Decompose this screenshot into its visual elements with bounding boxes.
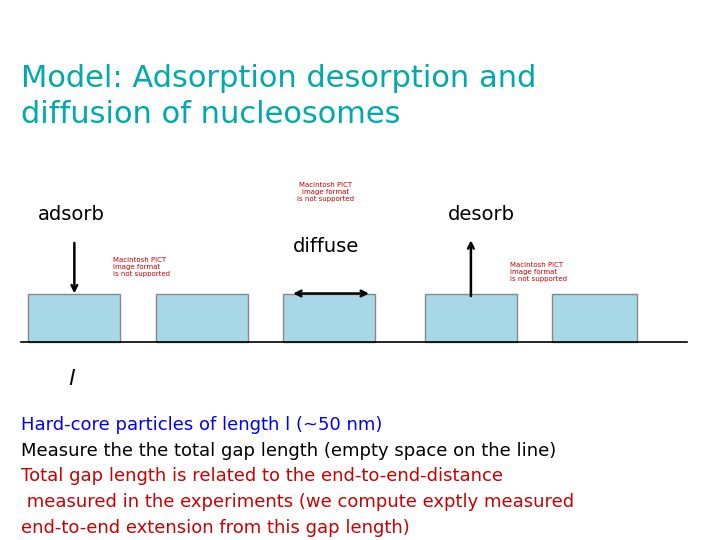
Text: Macintosh PICT
image format
is not supported: Macintosh PICT image format is not suppo…	[113, 257, 171, 277]
Text: adsorb: adsorb	[37, 205, 104, 224]
Text: Total gap length is related to the end-to-end-distance: Total gap length is related to the end-t…	[22, 468, 503, 485]
Text: end-to-end extension from this gap length): end-to-end extension from this gap lengt…	[22, 519, 410, 537]
Bar	[552, 294, 637, 341]
Text: Measure the the total gap length (empty space on the line): Measure the the total gap length (empty …	[22, 442, 557, 460]
Text: Hard-core particles of length l (~50 nm): Hard-core particles of length l (~50 nm)	[22, 416, 382, 434]
Text: l: l	[68, 369, 74, 389]
Bar	[283, 294, 375, 341]
Text: Macintosh PICT
image format
is not supported: Macintosh PICT image format is not suppo…	[297, 182, 354, 202]
Text: desorb: desorb	[448, 205, 515, 224]
Bar	[425, 294, 517, 341]
Text: Model: Adsorption desorption and
diffusion of nucleosomes: Model: Adsorption desorption and diffusi…	[22, 64, 536, 129]
Text: Macintosh PICT
image format
is not supported: Macintosh PICT image format is not suppo…	[510, 262, 567, 282]
Text: diffuse: diffuse	[292, 237, 359, 256]
Bar	[28, 294, 120, 341]
Text: measured in the experiments (we compute exptly measured: measured in the experiments (we compute …	[22, 493, 575, 511]
Bar	[156, 294, 248, 341]
